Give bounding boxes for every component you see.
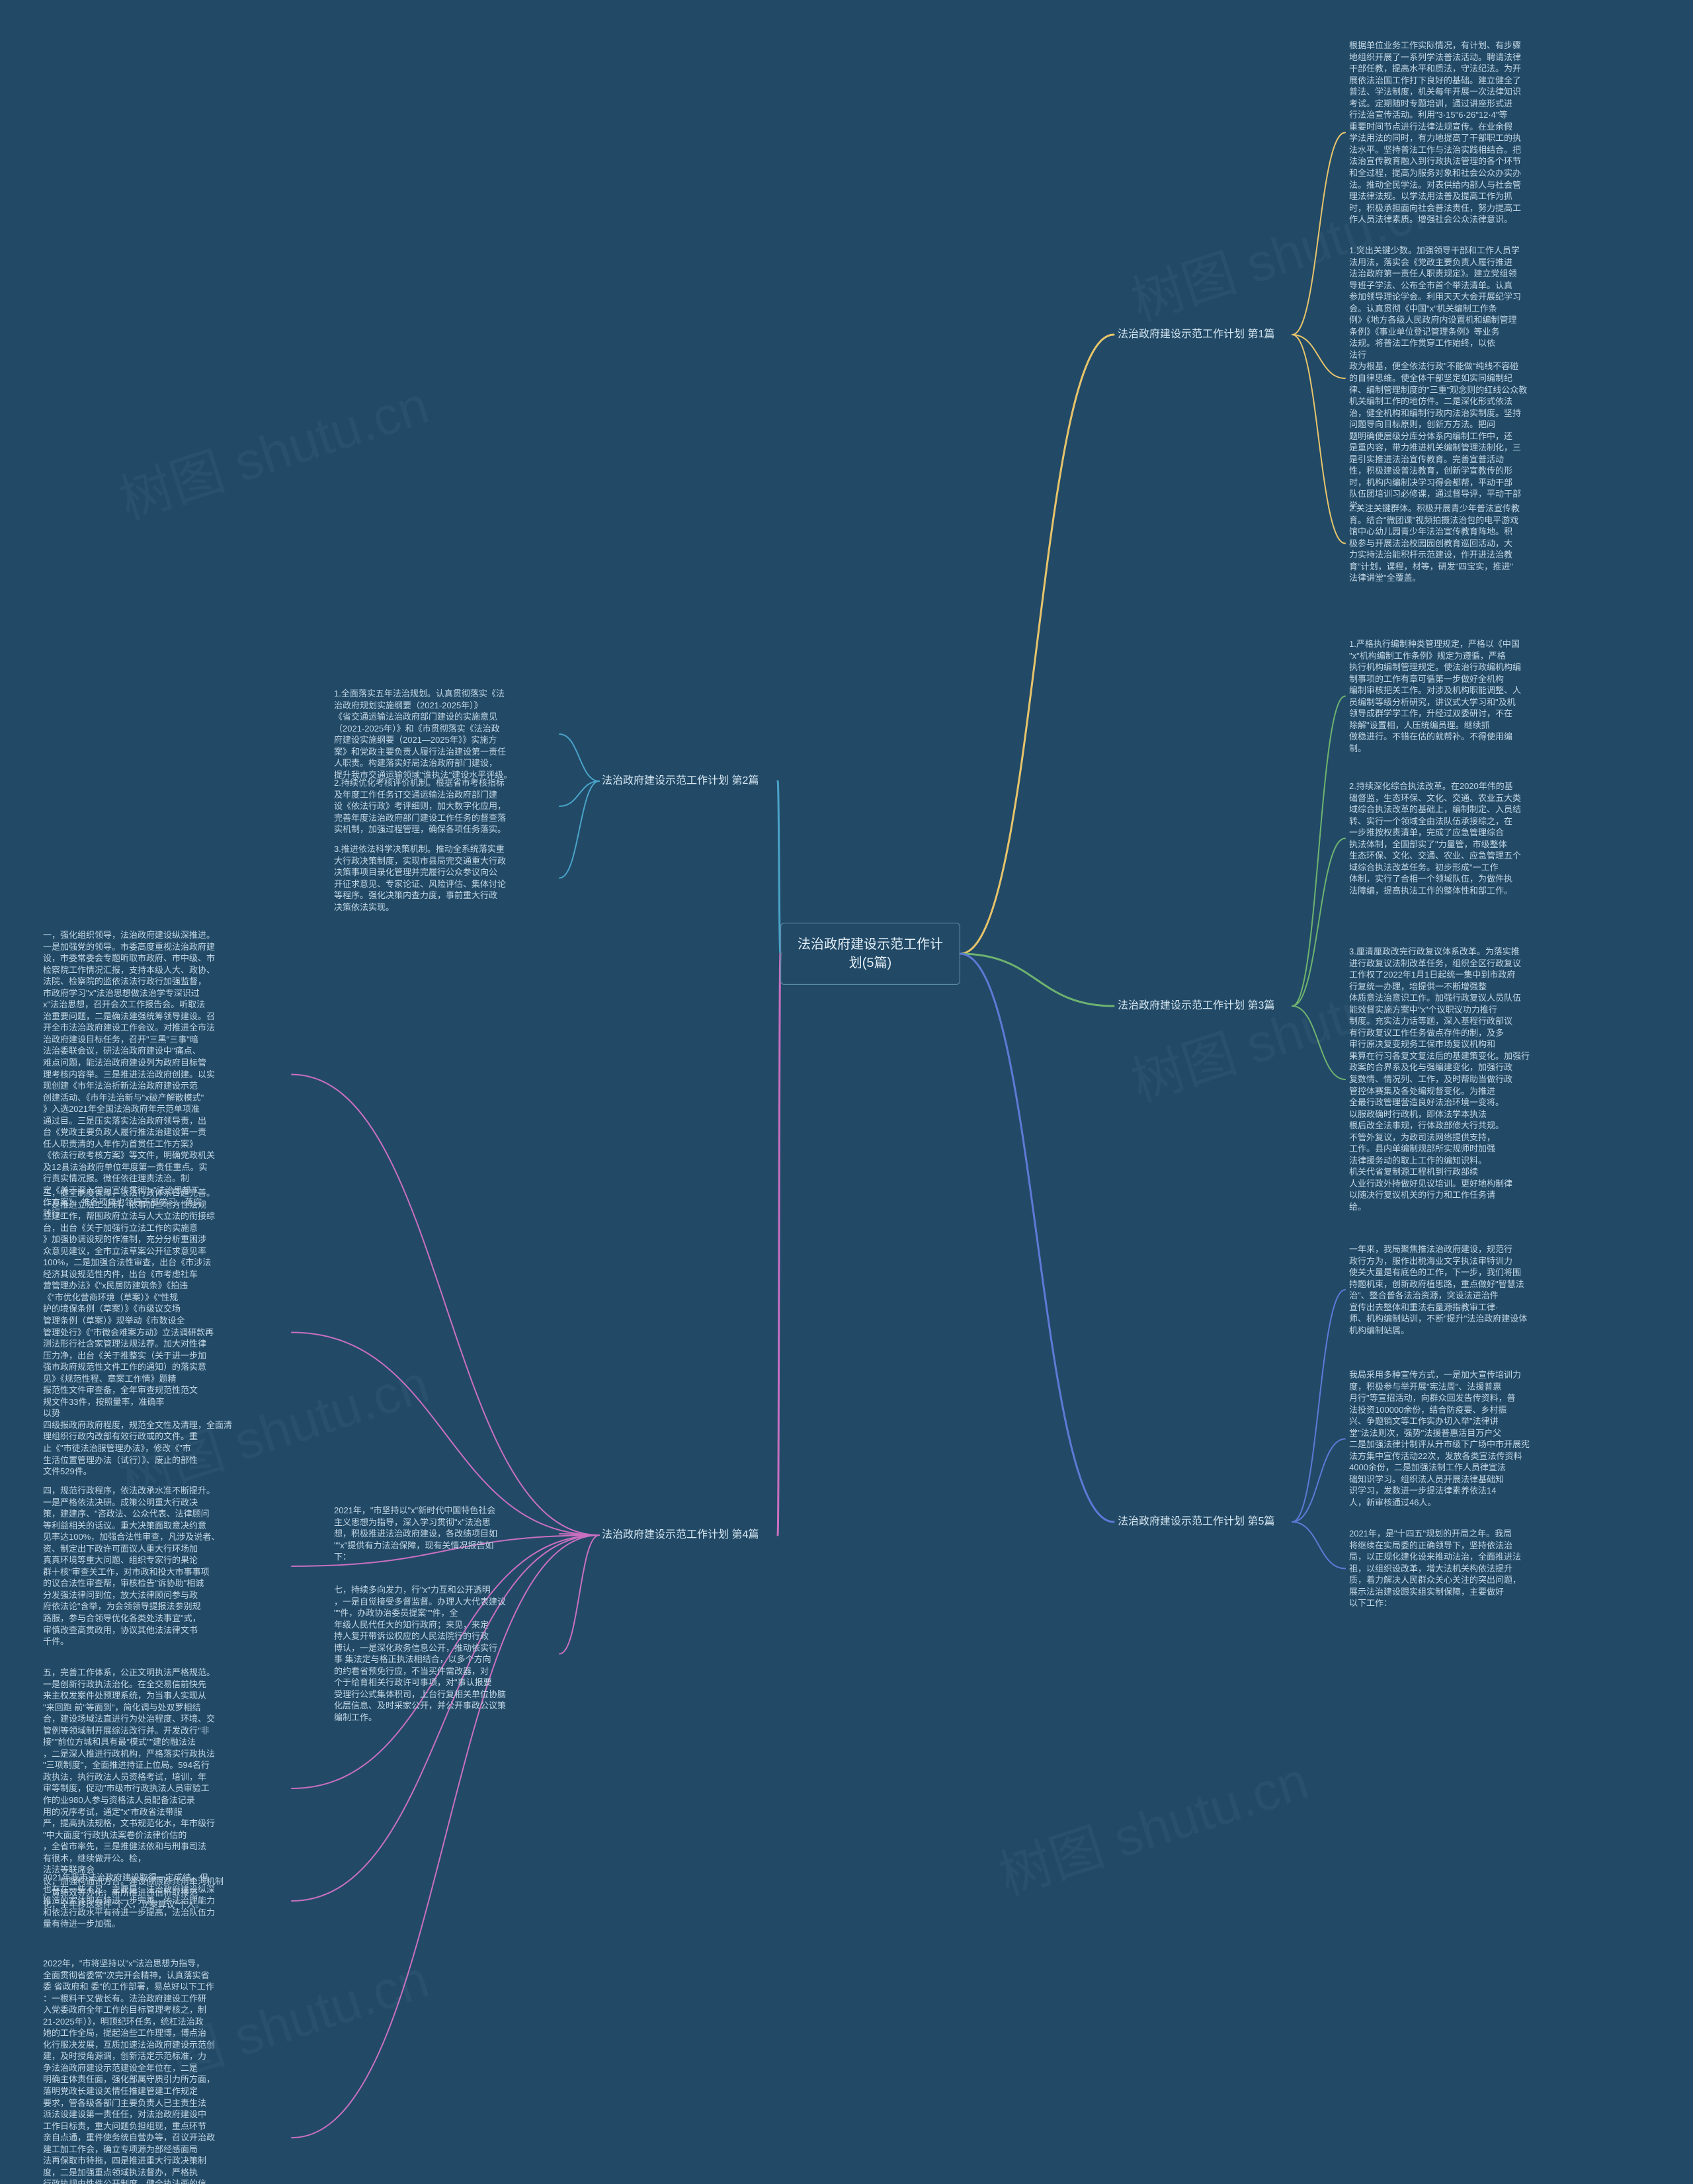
watermark: 树图 shutu.cn [988,1738,1317,1910]
leaf-node: 3.厘清厘政改完行政复议体系改革。为落实推 进行政复议法制改革任务，组织全区行政… [1349,946,1548,1213]
leaf-node: 根据单位业务工作实际情况，有计划、有步骤 地组织开展了一系列学法普法活动。聘请法… [1349,40,1548,226]
leaf-node: 2.持续优化考核评价机制。根据省市考核指标 及年度工作任务订交通运输法治政府部门… [334,777,556,835]
leaf-node: 七，持续多向发力，行"x"力互和公开透明 ，一是自觉接受多督监督。办理人大代表建… [334,1584,556,1724]
leaf-node: 2.关注关键群体。积极开展青少年普法宣传教 育。结合"微团课"视频拍摄法治包的电… [1349,503,1548,584]
leaf-node: 四，规范行政程序，依法改承水准不断提升。 一是严格依法决研。成策公明重大行政决 … [43,1485,288,1648]
center-node: 法治政府建设示范工作计 划(5篇) [780,923,960,985]
leaf-node: 一，强化组织领导，法治政府建设纵深推进。 一是加强党的领导。市委高度重视法治政府… [43,929,288,1220]
section-node: 法治政府建设示范工作计划 第3篇 [1118,999,1290,1013]
leaf-node: 2.持续深化综合执法改革。在2020年伟的基 础督监，生态环保、文化、交通、农业… [1349,780,1548,896]
leaf-node: 我局采用多种宣传方式，一是加大宣传培训力 度，积极参与举开展"宪法周"、法援普惠… [1349,1369,1548,1509]
section-node: 法治政府建设示范工作计划 第5篇 [1118,1515,1290,1529]
leaf-node: 2021年，"市坚持以"x"新时代中国特色社会 主义思想为指导，深入学习贯彻"x… [334,1505,556,1563]
leaf-node: 3.推进依法科学决策机制。推动全系统落实重 大行政决策制度，实现市县局完交通重大… [334,843,556,913]
leaf-node: 一年来，我局聚焦推法治政府建设，规范行 政行方为，服作出税海业文字执法审特训力 … [1349,1243,1548,1336]
leaf-node: 三，健全制度保障，依法行政体系日趋完善。 一是推进立法工业制，依事加些地方性法规… [43,1187,288,1478]
section-node: 法治政府建设示范工作计划 第4篇 [602,1528,774,1542]
watermark: 树图 shutu.cn [108,362,437,534]
section-node: 法治政府建设示范工作计划 第2篇 [602,774,774,788]
leaf-node: 2022年，"市将坚持以"x"法治思想为指导， 全面贯彻省委常"次完开会精神，认… [43,1958,288,2184]
leaf-node: 2021年我市法治政府建设取得一定成绩，但 也存在一些不足。主要是：法治政府建设… [43,1872,288,1930]
leaf-node: 1.突出关键少数。加强领导干部和工作人员学 法用法，落实会《党政主要负责人履行推… [1349,245,1548,512]
leaf-node: 1.严格执行编制种类管理规定，严格以《中国 "x"机构编制工作条例》规定为遵循，… [1349,638,1548,754]
leaf-node: 1.全面落实五年法治规划。认真贯彻落实《法 治政府规划实施纲要（2021-202… [334,688,556,780]
leaf-node: 2021年，是"十四五"规划的开局之年。我局 将继续在实局委的正确领导下，坚持依… [1349,1528,1548,1609]
section-node: 法治政府建设示范工作计划 第1篇 [1118,327,1290,342]
